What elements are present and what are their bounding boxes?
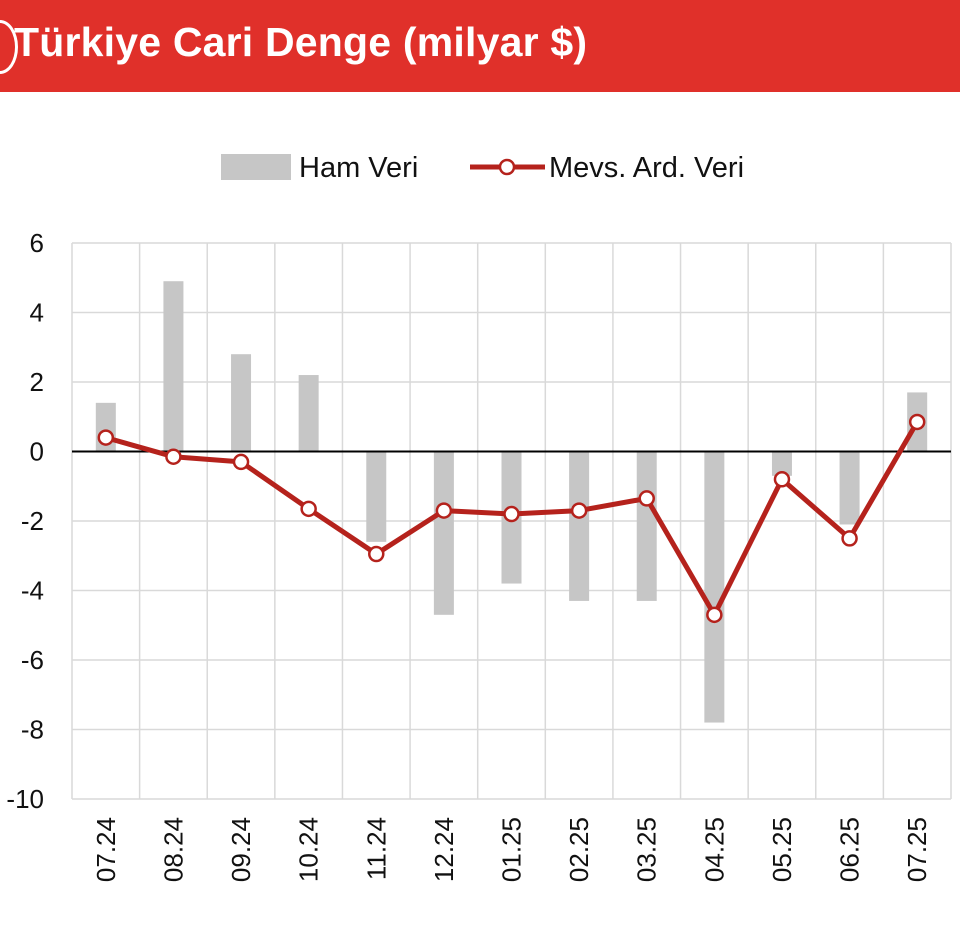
y-tick-label: -4	[21, 576, 44, 606]
y-tick-label: 6	[30, 228, 44, 258]
y-axis-ticks: 6 4 2 0 -2 -4 -6 -8 -10	[6, 228, 44, 814]
x-tick-label: 09.24	[226, 817, 256, 882]
bar-05.25	[771, 451, 792, 476]
line-point-10.24	[300, 500, 317, 518]
line-point-11.24	[368, 545, 385, 563]
bar-11.24	[366, 451, 387, 542]
line-point-07.25	[908, 413, 926, 431]
x-tick-label: 11.24	[361, 817, 391, 880]
y-tick-label: 4	[30, 298, 44, 328]
y-tick-label: 2	[30, 367, 44, 397]
gridlines	[71, 242, 952, 800]
x-tick-label: 06.25	[835, 817, 865, 882]
x-tick-label: 01.25	[497, 817, 527, 882]
line-series	[97, 413, 926, 624]
line-point-12.24	[435, 502, 453, 519]
bar-series	[95, 281, 928, 723]
bar-04.25	[704, 451, 725, 723]
legend-bar-swatch	[221, 154, 291, 180]
x-axis-ticks: 07.24 08.24 09.24 10.24 11.24 12.24 01.25 02.25…	[91, 817, 932, 882]
line-point-07.24	[97, 429, 115, 446]
current-account-chart: Ham Veri Mevs. Ard. Veri 6 4 2 0 -2 -4 -6 -8 -10…	[6, 152, 952, 882]
bar-08.24	[163, 281, 184, 452]
chart-title: Türkiye Cari Denge (milyar $)	[14, 19, 588, 65]
x-tick-label: 05.25	[767, 817, 797, 882]
line-point-09.24	[232, 453, 250, 471]
bar-12.24	[433, 451, 454, 615]
line-point-06.25	[841, 530, 858, 547]
x-tick-label: 02.25	[564, 817, 594, 882]
x-tick-label: 07.25	[902, 817, 932, 882]
bar-10.24	[298, 375, 319, 452]
y-tick-label: -2	[21, 506, 44, 536]
bar-06.25	[839, 451, 860, 525]
legend-line-label: Mevs. Ard. Veri	[549, 152, 744, 184]
x-tick-label: 10.24	[294, 817, 324, 882]
y-tick-label: 0	[30, 437, 44, 467]
bar-02.25	[569, 451, 590, 601]
line-point-03.25	[638, 490, 655, 507]
y-tick-label: -8	[21, 715, 44, 745]
x-tick-label: 07.24	[91, 817, 121, 882]
bar-09.24	[231, 354, 252, 452]
legend-line-marker	[498, 158, 516, 176]
bar-03.25	[636, 451, 657, 601]
y-tick-label: -10	[6, 784, 44, 814]
legend-bar-label: Ham Veri	[299, 152, 418, 184]
line-point-05.25	[773, 471, 791, 488]
x-tick-label: 12.24	[429, 817, 459, 882]
y-tick-label: -6	[21, 645, 44, 675]
x-tick-label: 03.25	[632, 817, 662, 882]
x-tick-label: 08.24	[158, 817, 188, 882]
title-banner: Türkiye Cari Denge (milyar $)	[0, 0, 960, 92]
line-point-08.24	[165, 448, 182, 465]
legend: Ham Veri Mevs. Ard. Veri	[221, 152, 744, 184]
line-point-02.25	[570, 502, 588, 519]
line-point-04.25	[706, 606, 723, 624]
line-point-01.25	[503, 505, 520, 523]
x-tick-label: 04.25	[699, 817, 729, 882]
